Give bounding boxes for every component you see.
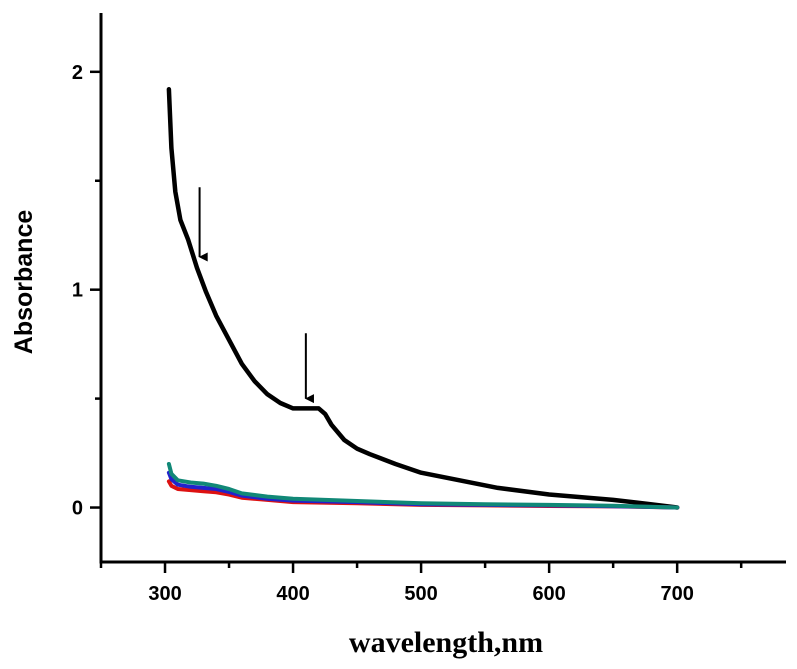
x-tick-label: 700 [660, 583, 693, 605]
y-tick-label: 1 [72, 280, 83, 302]
y-tick-label: 0 [72, 498, 83, 520]
x-tick-label: 400 [276, 583, 309, 605]
x-tick-label: 600 [532, 583, 565, 605]
x-tick-label: 300 [148, 583, 181, 605]
annotation-layer [198, 187, 314, 404]
series-line-4 [166, 462, 680, 510]
y-tick-label: 2 [72, 62, 83, 84]
axes: 300 400 500 600 700 0 1 2 [72, 13, 786, 605]
x-axis-title: wavelength,nm [349, 626, 543, 659]
x-tick-label: 500 [404, 583, 437, 605]
series-layer [166, 87, 680, 510]
y-axis-title: Absorbance [10, 210, 38, 355]
series-line-1 [166, 87, 680, 510]
